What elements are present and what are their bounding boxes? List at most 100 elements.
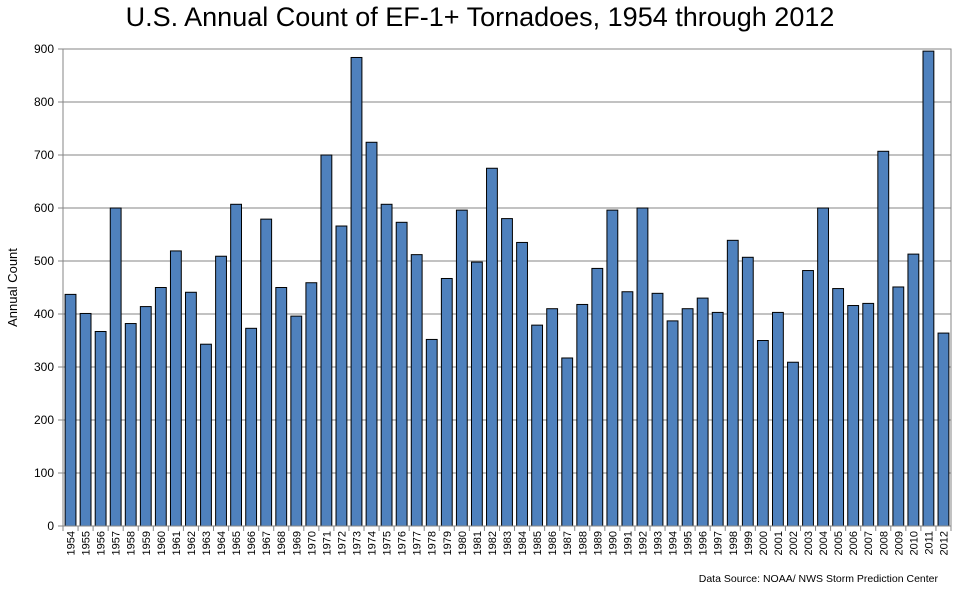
x-tick-label: 1955 — [81, 531, 93, 555]
y-tick-label: 600 — [34, 201, 54, 215]
bar-1988 — [576, 303, 589, 527]
bar-1999 — [741, 256, 754, 527]
y-tick-label: 800 — [34, 95, 54, 109]
bar-1998 — [726, 239, 739, 527]
x-tick-label: 1981 — [472, 531, 484, 555]
x-tick-label: 2001 — [773, 531, 785, 555]
x-tick-label: 2003 — [803, 531, 815, 555]
bar-1982 — [486, 167, 498, 527]
bar-1968 — [275, 287, 288, 527]
x-tick-label: 2012 — [938, 531, 950, 555]
x-tick-label: 1988 — [577, 531, 589, 555]
x-tick-label: 2004 — [818, 531, 830, 555]
bar-1981 — [470, 261, 483, 527]
y-axis-title: Annual Count — [5, 248, 20, 327]
y-tick-label: 0 — [47, 519, 54, 533]
y-tick-label: 900 — [34, 42, 54, 56]
x-tick-label: 1962 — [186, 531, 198, 555]
bar-1966 — [245, 327, 258, 527]
x-tick-label: 1987 — [562, 531, 574, 555]
bar-2010 — [907, 253, 920, 527]
bar-1971 — [320, 154, 333, 527]
x-tick-label: 1997 — [713, 531, 725, 555]
x-tick-label: 1970 — [306, 531, 318, 555]
x-tick-label: 1978 — [427, 531, 439, 555]
bar-1989 — [591, 267, 604, 527]
bar-2001 — [771, 311, 784, 527]
bar-1967 — [260, 218, 273, 527]
bar-1977 — [410, 254, 423, 527]
x-tick-label: 1966 — [246, 531, 258, 555]
y-tick-label: 300 — [34, 360, 54, 374]
x-tick-label: 1982 — [487, 531, 499, 555]
x-tick-label: 1958 — [126, 531, 138, 555]
x-tick-label: 1967 — [261, 531, 273, 555]
bar-1961 — [169, 250, 182, 527]
bar-1994 — [666, 320, 679, 527]
bar-1958 — [124, 323, 137, 527]
x-tick-label: 1960 — [156, 531, 168, 555]
bar-1955 — [79, 312, 92, 527]
x-tick-label: 1959 — [141, 531, 153, 555]
x-tick-label: 1963 — [201, 531, 213, 555]
y-tick-label: 700 — [34, 148, 54, 162]
x-tick-label: 1969 — [291, 531, 303, 555]
bar-1972 — [335, 225, 348, 527]
y-tick-label: 200 — [34, 413, 54, 427]
bar-1973 — [350, 56, 363, 527]
y-tick-label: 400 — [34, 307, 54, 321]
x-tick-label: 2002 — [788, 531, 800, 555]
bar-1969 — [290, 315, 303, 527]
bar-1975 — [380, 203, 393, 527]
bar-1956 — [94, 330, 107, 527]
bar-1960 — [154, 287, 167, 527]
x-tick-label: 1971 — [321, 531, 333, 555]
x-tick-label: 1957 — [111, 531, 123, 555]
bar-2006 — [847, 305, 860, 527]
bar-2012 — [937, 332, 950, 527]
x-tick-label: 1986 — [547, 531, 559, 555]
bar-1983 — [501, 218, 513, 527]
x-tick-label: 1965 — [231, 531, 243, 555]
x-tick-label: 1973 — [351, 531, 363, 555]
x-tick-label: 1968 — [276, 531, 288, 555]
x-tick-label: 2009 — [893, 531, 905, 555]
x-tick-label: 1998 — [728, 531, 740, 555]
x-tick-label: 1977 — [412, 531, 424, 555]
x-tick-label: 1961 — [171, 531, 183, 555]
x-tick-label: 1976 — [397, 531, 409, 555]
x-tick-label: 2008 — [878, 531, 890, 555]
x-tick-label: 2010 — [908, 531, 920, 555]
y-tick-label: 500 — [34, 254, 54, 268]
x-tick-label: 1974 — [367, 531, 379, 555]
bar-1974 — [365, 141, 378, 527]
bar-1978 — [425, 338, 438, 527]
bar-1993 — [651, 292, 664, 527]
bar-2000 — [756, 340, 769, 527]
bar-2002 — [787, 361, 799, 527]
bar-1992 — [636, 207, 649, 527]
bar-1995 — [681, 308, 694, 527]
x-tick-label: 1990 — [607, 531, 619, 555]
bar-2008 — [877, 150, 890, 527]
bar-1979 — [440, 277, 453, 527]
data-source-note: Data Source: NOAA/ NWS Storm Prediction … — [698, 573, 938, 585]
x-tick-label: 2006 — [848, 531, 860, 555]
y-tick-label: 100 — [34, 466, 54, 480]
x-tick-label: 1980 — [457, 531, 469, 555]
bar-1957 — [109, 207, 122, 527]
bar-2003 — [802, 270, 814, 527]
x-tick-label: 1956 — [96, 531, 108, 555]
x-tick-label: 1979 — [442, 531, 454, 555]
x-tick-label: 1975 — [382, 531, 394, 555]
x-tick-label: 1983 — [502, 531, 514, 555]
bar-1962 — [185, 291, 197, 527]
bar-1996 — [696, 297, 709, 527]
x-tick-label: 1993 — [653, 531, 665, 555]
bar-1991 — [621, 291, 634, 527]
x-tick-label: 1989 — [592, 531, 604, 555]
x-tick-label: 1999 — [743, 531, 755, 555]
bar-1986 — [546, 308, 559, 527]
x-tick-label: 1996 — [698, 531, 710, 555]
